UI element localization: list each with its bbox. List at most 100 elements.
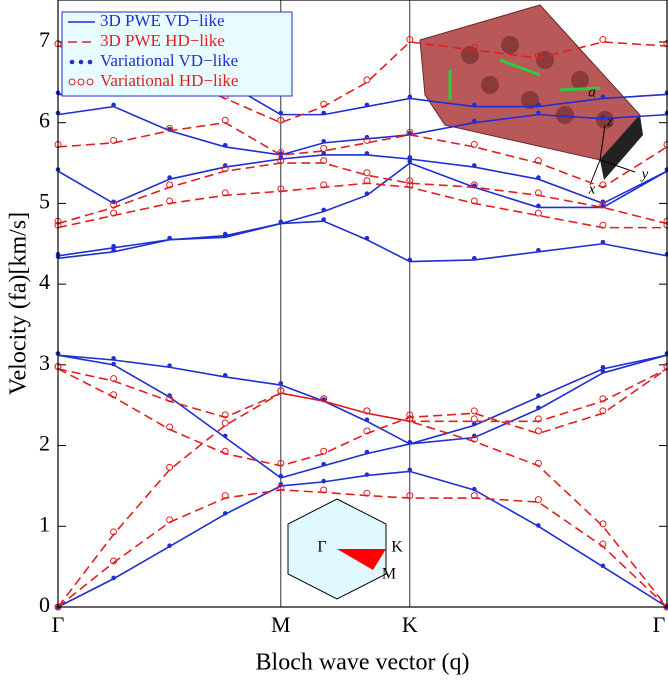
band-dot [321,138,326,144]
band-dot [321,461,326,467]
band-line [57,105,668,156]
band-line [57,368,668,423]
legend-swatch [69,59,75,65]
band-dot [278,219,284,225]
legend-label: 3D PWE VD−like [100,11,225,30]
legend-label: Variational HD−like [100,71,238,90]
band-circle [470,197,478,205]
band-dot [222,511,228,516]
band-circle [363,76,371,84]
band-dot [407,440,413,445]
band-line [57,162,668,225]
band-dot [321,110,326,116]
band-circle [534,157,542,165]
band-circle [320,145,328,153]
band-dot [167,543,172,548]
band-circle [166,197,174,205]
inset-label: Γ [317,539,326,556]
slab-hole [536,51,554,69]
axis-arrow [589,159,601,186]
band-circle [110,557,118,565]
band-dot [278,473,284,479]
band-dot [364,449,370,455]
band-circle [166,124,174,132]
band-circle [320,157,328,165]
legend-swatch [86,78,94,86]
band-line [57,121,668,189]
band-dot [364,235,370,241]
band-dot [600,94,606,100]
band-dot [167,235,172,241]
slab-label: z [606,113,613,129]
band-circle [320,181,328,189]
band-dot [600,203,606,209]
inset-label: K [391,539,403,556]
band-circle [363,169,371,177]
band-dot [111,243,116,249]
band-circle [406,492,414,500]
band-dot [278,110,284,116]
band-dot [407,159,413,164]
band-circle [277,387,285,395]
band-circle [110,375,118,383]
slab-hole [521,91,539,109]
band-dot [364,472,370,477]
band-line [57,354,668,479]
band-dot [111,102,116,108]
band-circle [406,177,414,185]
band-circle [599,520,607,528]
irreducible-zone [337,549,386,570]
band-circle [221,116,229,124]
band-circle [599,540,607,548]
band-circle [320,395,328,403]
band-dot [321,207,326,213]
legend-swatch [77,78,85,86]
band-circle [599,407,607,415]
band-dot [600,114,606,120]
band-dot [471,486,477,492]
band-circle [110,201,118,209]
band-circle [320,486,328,494]
band-circle [534,209,542,217]
band-circle [534,427,542,435]
band-dot [471,102,477,108]
band-circle [277,149,285,157]
band-circle [470,415,478,423]
band-circle [470,181,478,189]
band-circle [534,189,542,197]
legend-label: 3D PWE HD−like [100,31,225,50]
y-tick-label: 1 [39,511,50,536]
legend-swatch [68,78,76,86]
band-circle [599,221,607,229]
band-circle [406,415,414,423]
band-dot [111,247,116,253]
band-circle [470,140,478,148]
legend-label: Variational VD−like [100,51,238,70]
band-dot [222,142,228,148]
slab-top [419,4,641,161]
slab-illustration: a x y z [419,4,649,197]
band-line [57,182,667,229]
slab-label: x [588,181,596,197]
band-circle [166,516,174,524]
band-dot [222,433,228,439]
band-dot [222,373,228,378]
band-circle [534,496,542,504]
lattice-arrow [499,58,541,77]
x-axis-label: Bloch wave vector (q) [256,650,470,676]
band-circle [110,391,118,399]
band-dot [536,523,541,528]
band-circle [534,52,542,60]
band-circle [406,181,414,189]
band-circle [599,36,607,44]
band-circle [221,165,229,173]
slab-label: a [588,84,596,100]
x-tick-label: K [402,612,418,637]
x-tick-label: Γ [52,612,65,637]
band-circle [277,157,285,165]
band-circle [534,459,542,467]
band-circle [363,489,371,497]
band-dot [364,102,370,108]
band-circle [221,411,229,419]
